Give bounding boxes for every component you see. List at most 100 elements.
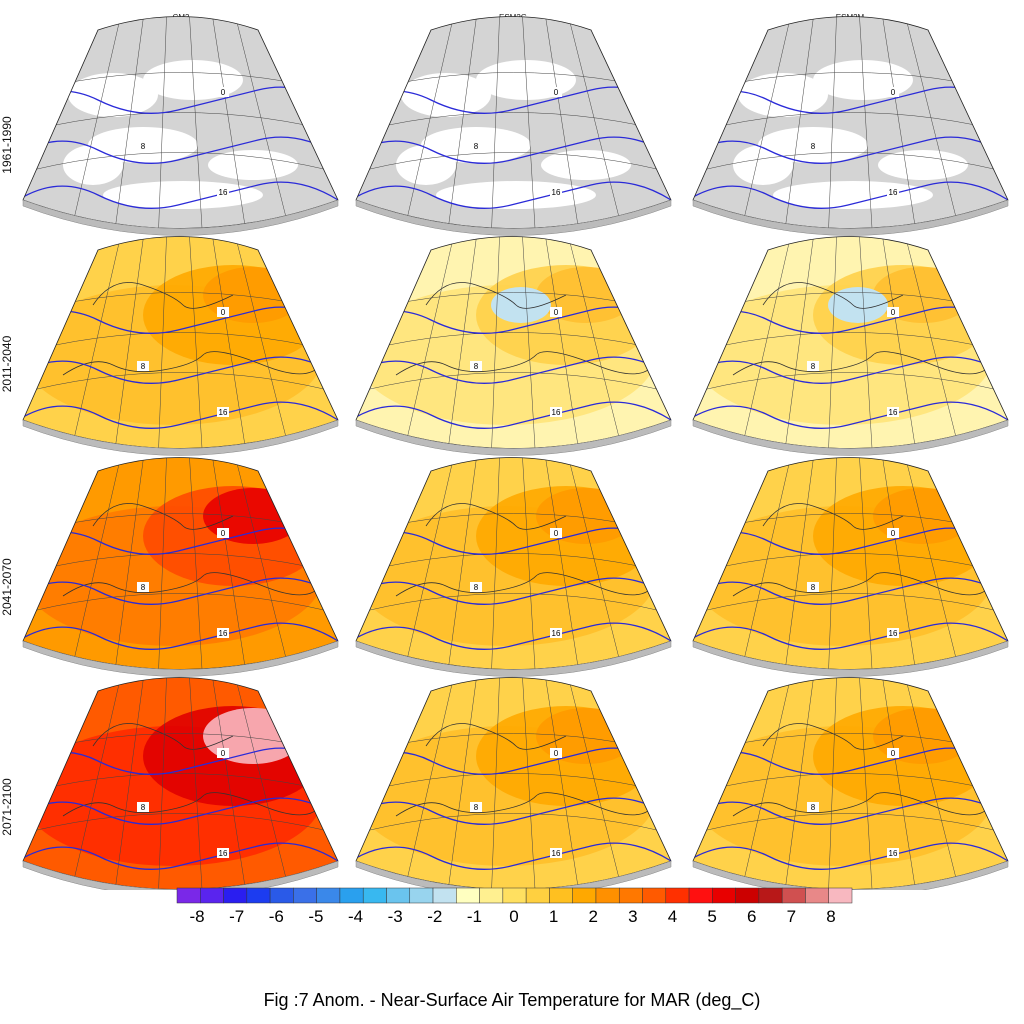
colorbar-tick-label: 6 bbox=[747, 907, 757, 926]
svg-text:0: 0 bbox=[221, 529, 226, 538]
contour-label: 0 bbox=[217, 528, 229, 538]
meridian-line bbox=[490, 457, 500, 670]
colorbar-swatch bbox=[758, 887, 783, 904]
meridian-line bbox=[567, 16, 627, 229]
meridian-line bbox=[234, 677, 294, 890]
svg-text:8: 8 bbox=[811, 362, 816, 371]
meridian-line bbox=[112, 677, 144, 890]
meridian-line bbox=[67, 16, 122, 229]
panel-rim bbox=[355, 640, 672, 677]
temperature-contour bbox=[23, 622, 338, 650]
temperature-contour bbox=[693, 747, 1008, 775]
meridian-line bbox=[522, 677, 537, 890]
meridian-line bbox=[400, 16, 455, 229]
temperature-contour bbox=[23, 401, 338, 429]
contour-label: 8 bbox=[470, 361, 482, 371]
parallel-line bbox=[693, 372, 1008, 396]
svg-text:16: 16 bbox=[219, 849, 228, 858]
meridian-line bbox=[904, 16, 964, 229]
land-area bbox=[733, 145, 793, 185]
meridian-line bbox=[567, 236, 627, 449]
coastline bbox=[732, 351, 994, 376]
temperature-contour bbox=[356, 356, 671, 384]
contour-label: 0 bbox=[550, 528, 562, 538]
meridian-line bbox=[157, 677, 167, 890]
contour-label: 16 bbox=[550, 407, 562, 417]
coastline bbox=[62, 792, 324, 817]
meridian-line bbox=[490, 677, 500, 890]
temperature-contour bbox=[23, 306, 338, 334]
contour-label: 0 bbox=[887, 307, 899, 317]
coastline bbox=[395, 572, 657, 597]
temperature-contour bbox=[356, 842, 671, 870]
temperature-contour bbox=[693, 797, 1008, 825]
contour-label: 0 bbox=[887, 528, 899, 538]
colorbar-tick-label: -4 bbox=[347, 907, 364, 926]
meridian-line bbox=[67, 457, 122, 670]
contour-label: 8 bbox=[807, 802, 819, 812]
meridian-line bbox=[882, 457, 919, 670]
land-area bbox=[436, 181, 596, 209]
contour-label: 8 bbox=[137, 802, 149, 812]
svg-text:0: 0 bbox=[554, 88, 559, 97]
meridian-line bbox=[112, 236, 144, 449]
parallel-line bbox=[23, 813, 338, 837]
contour-label: 8 bbox=[807, 141, 819, 151]
colorbar-swatch bbox=[688, 887, 713, 904]
colorbar-swatch bbox=[200, 887, 224, 904]
svg-text:0: 0 bbox=[891, 308, 896, 317]
svg-text:16: 16 bbox=[889, 408, 898, 417]
meridian-line bbox=[882, 16, 919, 229]
meridian-line bbox=[189, 236, 204, 449]
temperature-contour bbox=[356, 577, 671, 605]
meridian-line bbox=[545, 457, 582, 670]
colorbar-swatch bbox=[735, 887, 760, 904]
svg-text:0: 0 bbox=[891, 88, 896, 97]
meridian-line bbox=[189, 677, 204, 890]
parallel-line bbox=[23, 152, 338, 176]
colorbar-tick-label: 5 bbox=[707, 907, 717, 926]
colorbar-tick-label: 8 bbox=[826, 907, 836, 926]
land-area bbox=[396, 145, 456, 185]
meridian-line bbox=[234, 236, 294, 449]
svg-text:16: 16 bbox=[552, 629, 561, 638]
meridian-line bbox=[212, 457, 249, 670]
panel-rim bbox=[692, 860, 1009, 890]
map-panel-r2-c2: 0 8 16 bbox=[355, 236, 672, 456]
colorbar-tick-label: 7 bbox=[786, 907, 797, 926]
land-area bbox=[208, 150, 298, 180]
contour-label: 0 bbox=[550, 87, 562, 97]
temperature-contour bbox=[356, 527, 671, 555]
contour-label: 8 bbox=[470, 582, 482, 592]
colorbar-swatch bbox=[339, 887, 364, 904]
meridian-line bbox=[782, 457, 814, 670]
colorbar-tick-label: -8 bbox=[189, 907, 205, 926]
panel-rim bbox=[355, 860, 672, 890]
meridian-line bbox=[400, 236, 455, 449]
svg-text:16: 16 bbox=[219, 408, 228, 417]
meridian-line bbox=[859, 677, 874, 890]
parallel-line bbox=[693, 813, 1008, 837]
panel-rim bbox=[355, 199, 672, 236]
svg-text:8: 8 bbox=[474, 142, 479, 151]
temperature-contour bbox=[356, 86, 671, 114]
meridian-line bbox=[904, 457, 964, 670]
parallel-line bbox=[23, 372, 338, 396]
panel-rim bbox=[692, 199, 1009, 236]
coastline bbox=[425, 503, 567, 530]
colorbar-swatch bbox=[828, 887, 853, 904]
colorbar-tick-label: -5 bbox=[308, 907, 324, 926]
map-panel-r4-c2: 0 8 16 bbox=[355, 677, 672, 890]
meridian-line bbox=[859, 236, 874, 449]
meridian-line bbox=[567, 457, 627, 670]
anomaly-field bbox=[491, 287, 551, 323]
temperature-contour bbox=[23, 842, 338, 870]
temperature-contour bbox=[693, 842, 1008, 870]
map-panel-r1-c3: 0 8 16 bbox=[692, 16, 1009, 236]
meridian-line bbox=[522, 16, 537, 229]
coastline bbox=[395, 351, 657, 376]
temperature-contour bbox=[23, 527, 338, 555]
map-panel-r4-c1: 0 8 16 bbox=[22, 677, 339, 890]
contour-label: 16 bbox=[887, 407, 899, 417]
